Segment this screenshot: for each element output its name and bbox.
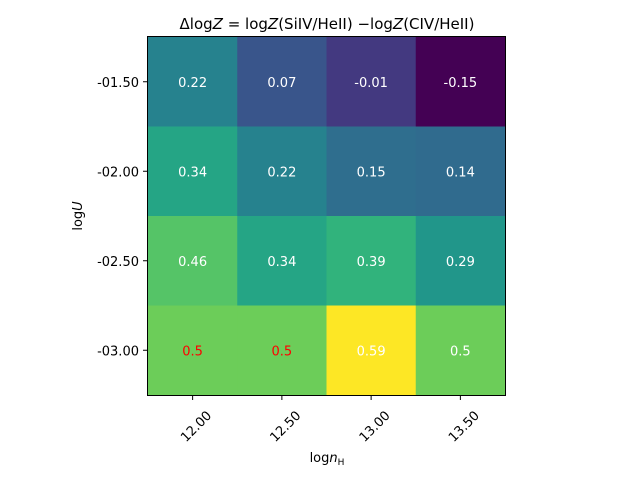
x-tick-label-3: 13.50 [446, 409, 483, 446]
heatmap-cell-r2-c3 [415, 216, 506, 306]
heatmap-cell-r2-c1 [237, 216, 327, 306]
heatmap-cell-r3-c2 [326, 305, 417, 396]
x-tick-label-2: 13.00 [357, 409, 394, 446]
x-axis-ticks: 12.00 12.50 13.00 13.50 [178, 395, 483, 445]
cell-value-label-r0-c1: 0.07 [267, 76, 296, 91]
cell-value-label-r1-c0: 0.34 [178, 165, 207, 180]
y-axis-ticks: -01.50 -02.00 -02.50 -03.00 [97, 76, 148, 359]
y-tick-label-1: -02.00 [97, 165, 139, 180]
cell-value-label-r1-c3: 0.14 [446, 165, 475, 180]
heatmap-cell-r3-c1 [237, 305, 327, 396]
heatmap-cell-r0-c2 [326, 37, 417, 127]
x-tick-label-1: 12.50 [267, 409, 304, 446]
x-axis-label: lognH [310, 451, 345, 468]
heatmap-cell-r0-c0 [148, 37, 238, 127]
cell-value-label-r0-c3: -0.15 [444, 76, 478, 91]
x-tick-label-0: 12.00 [178, 409, 215, 446]
cell-value-label-r2-c3: 0.29 [446, 255, 475, 270]
heatmap-cell-r1-c2 [326, 126, 417, 217]
cell-value-label-r0-c2: -0.01 [354, 76, 388, 91]
cell-value-label-r2-c0: 0.46 [178, 255, 207, 270]
cell-value-label-r3-c3: 0.5 [450, 344, 471, 359]
heatmap-cell-r3-c0 [148, 305, 238, 396]
plot-frame [147, 36, 506, 396]
heatmap-cell-r0-c3 [415, 37, 506, 127]
heatmap-cell-r2-c2 [326, 216, 417, 306]
heatmap-cell-r0-c1 [237, 37, 327, 127]
heatmap-cell-labels: 0.22 0.07 -0.01 -0.15 0.34 0.22 0.15 0.14 0.46 0.… [178, 76, 477, 360]
chart-title: ΔlogZ = logZ(SiIV/HeII) −logZ(CIV/HeII) [180, 15, 475, 33]
heatmap-cell-r1-c0 [148, 126, 238, 217]
y-tick-label-3: -03.00 [97, 344, 139, 359]
cell-value-label-r2-c2: 0.39 [357, 255, 386, 270]
heatmap-cell-r2-c0 [148, 216, 238, 306]
y-tick-label-0: -01.50 [97, 76, 139, 91]
heatmap-cell-r3-c3 [415, 305, 506, 396]
cell-value-label-r3-c1: 0.5 [272, 344, 293, 359]
cell-value-label-r3-c0: 0.5 [182, 344, 203, 359]
y-axis-label: logU [71, 201, 86, 231]
y-tick-label-2: -02.50 [97, 255, 139, 270]
cell-value-label-r3-c2: 0.59 [357, 344, 386, 359]
cell-value-label-r1-c1: 0.22 [267, 165, 296, 180]
heatmap-cell-r1-c1 [237, 126, 327, 217]
cell-value-label-r0-c0: 0.22 [178, 76, 207, 91]
heatmap-cells [148, 37, 506, 396]
cell-value-label-r2-c1: 0.34 [267, 255, 296, 270]
cell-value-label-r1-c2: 0.15 [357, 165, 386, 180]
heatmap-cell-r1-c3 [415, 126, 506, 217]
